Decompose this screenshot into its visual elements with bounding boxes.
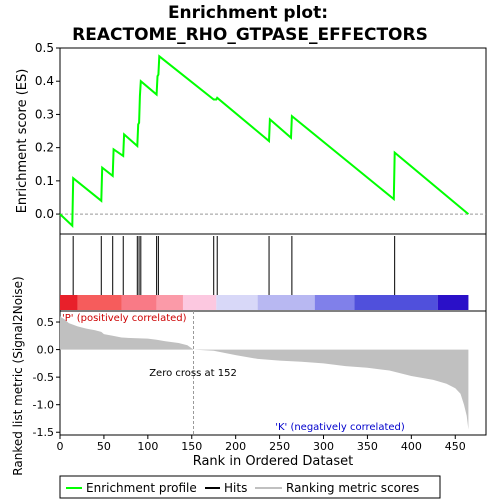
x-tick-label: 200 [225, 440, 246, 453]
x-tick-label: 350 [357, 440, 378, 453]
rank-bar-segment [257, 295, 315, 310]
metric-ytick-label: -0.5 [33, 371, 54, 384]
rank-bar-segment [314, 295, 355, 310]
rank-bar-segment [182, 295, 217, 310]
x-tick-label: 400 [401, 440, 422, 453]
x-tick-label: 150 [181, 440, 202, 453]
x-tick-label: 50 [97, 440, 111, 453]
rank-bar-segment [121, 295, 157, 310]
es-ytick-label: 0.3 [35, 107, 54, 121]
es-ytick-label: 0.2 [35, 141, 54, 155]
ranking-metric-area [60, 316, 469, 430]
x-tick-label: 0 [57, 440, 64, 453]
rank-bar-segment [156, 295, 183, 310]
chart-title-line1: Enrichment plot: [168, 3, 328, 23]
rank-bar-segment [216, 295, 258, 310]
rank-bar-segment [354, 295, 438, 310]
x-tick-label: 100 [137, 440, 158, 453]
metric-ytick-label: -1.5 [33, 426, 54, 439]
zero-cross-label: Zero cross at 152 [149, 368, 237, 379]
legend-frame [59, 475, 441, 499]
metric-ylabel: Ranked list metric (Signal2Noise) [11, 276, 25, 475]
rank-bar-segment [77, 295, 122, 310]
enrichment-profile-line [59, 54, 470, 228]
es-ytick-label: 0.1 [35, 174, 54, 188]
positive-label: 'P' (positively correlated) [62, 313, 187, 324]
metric-panel-frame [59, 310, 487, 436]
es-panel: 0.0 0.1 0.2 0.3 0.4 0.5 Enrichment score (ES) [15, 41, 487, 235]
rank-bar-segment [60, 295, 78, 310]
x-tick-label: 250 [269, 440, 290, 453]
legend-label-metric: Ranking metric scores [286, 481, 419, 495]
x-tick-label: 450 [445, 440, 466, 453]
metric-ytick-label: 0.0 [37, 344, 55, 357]
legend-label-hits: Hits [224, 481, 247, 495]
es-ytick-label: 0.5 [35, 41, 54, 55]
hits-panel [59, 233, 487, 312]
x-tick-label: 300 [313, 440, 334, 453]
metric-ytick-label: -1.0 [33, 399, 54, 412]
metric-panel: -1.5 -1.0 -0.5 0.0 0.5 'P' (positively corre… [11, 276, 487, 476]
legend-label-enrichment: Enrichment profile [86, 481, 197, 495]
es-ytick-label: 0.0 [35, 207, 54, 221]
metric-ytick-label: 0.5 [37, 316, 55, 329]
negative-label: 'K' (negatively correlated) [275, 422, 405, 433]
chart-title-line2: REACTOME_RHO_GTPASE_EFFECTORS [72, 25, 428, 45]
x-axis-label: Rank in Ordered Dataset [193, 454, 354, 469]
es-ylabel: Enrichment score (ES) [15, 69, 30, 214]
legend: Enrichment profile Hits Ranking metric s… [59, 475, 441, 499]
x-axis: 0 50 100 150 200 250 300 350 400 450 [57, 435, 466, 453]
es-ytick-label: 0.4 [35, 74, 54, 88]
rank-bar-segment [437, 295, 469, 310]
